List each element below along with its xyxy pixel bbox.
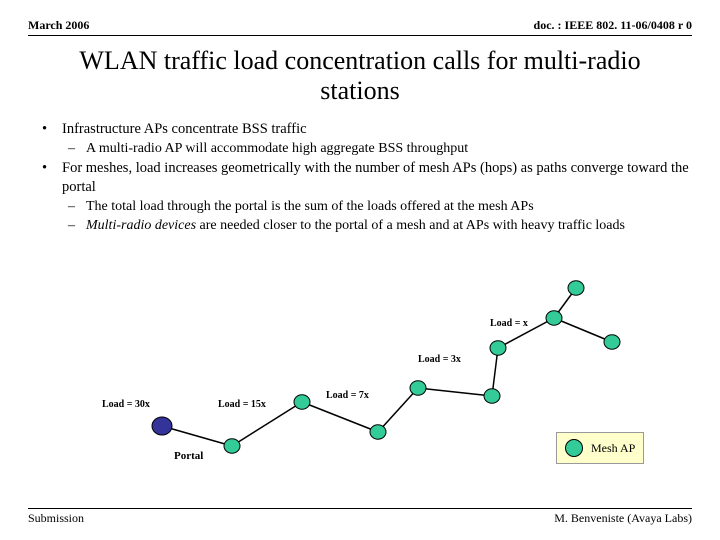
- bullet-list: Infrastructure APs concentrate BSS traff…: [42, 120, 692, 235]
- footer-right: M. Benveniste (Avaya Labs): [554, 511, 692, 526]
- page-title: WLAN traffic load concentration calls fo…: [68, 46, 652, 106]
- load-label-7x: Load = 7x: [326, 390, 369, 401]
- load-label-3x: Load = 3x: [418, 354, 461, 365]
- bullet-2: For meshes, load increases geometrically…: [42, 159, 692, 195]
- page-footer: Submission M. Benveniste (Avaya Labs): [28, 508, 692, 526]
- bullet-2-sub2: Multi-radio devices are needed closer to…: [42, 217, 692, 235]
- portal-label: Portal: [174, 450, 203, 462]
- load-label-x: Load = x: [490, 318, 528, 329]
- italic-term: Multi-radio devices: [86, 218, 196, 233]
- bullet-1-sub: A multi-radio AP will accommodate high a…: [42, 140, 692, 158]
- legend: Mesh AP: [556, 432, 644, 464]
- legend-label: Mesh AP: [591, 441, 635, 456]
- bullet-1: Infrastructure APs concentrate BSS traff…: [42, 120, 692, 138]
- bullet-2-sub2-rest: are needed closer to the portal of a mes…: [196, 218, 625, 233]
- header-docid: doc. : IEEE 802. 11-06/0408 r 0: [534, 18, 692, 33]
- footer-left: Submission: [28, 511, 84, 526]
- bullet-2-sub1: The total load through the portal is the…: [42, 198, 692, 216]
- load-label-15x: Load = 15x: [218, 399, 266, 410]
- load-label-30x: Load = 30x: [102, 399, 150, 410]
- mesh-ap-icon: [565, 439, 583, 457]
- header-date: March 2006: [28, 18, 89, 33]
- page-header: March 2006 doc. : IEEE 802. 11-06/0408 r…: [28, 18, 692, 36]
